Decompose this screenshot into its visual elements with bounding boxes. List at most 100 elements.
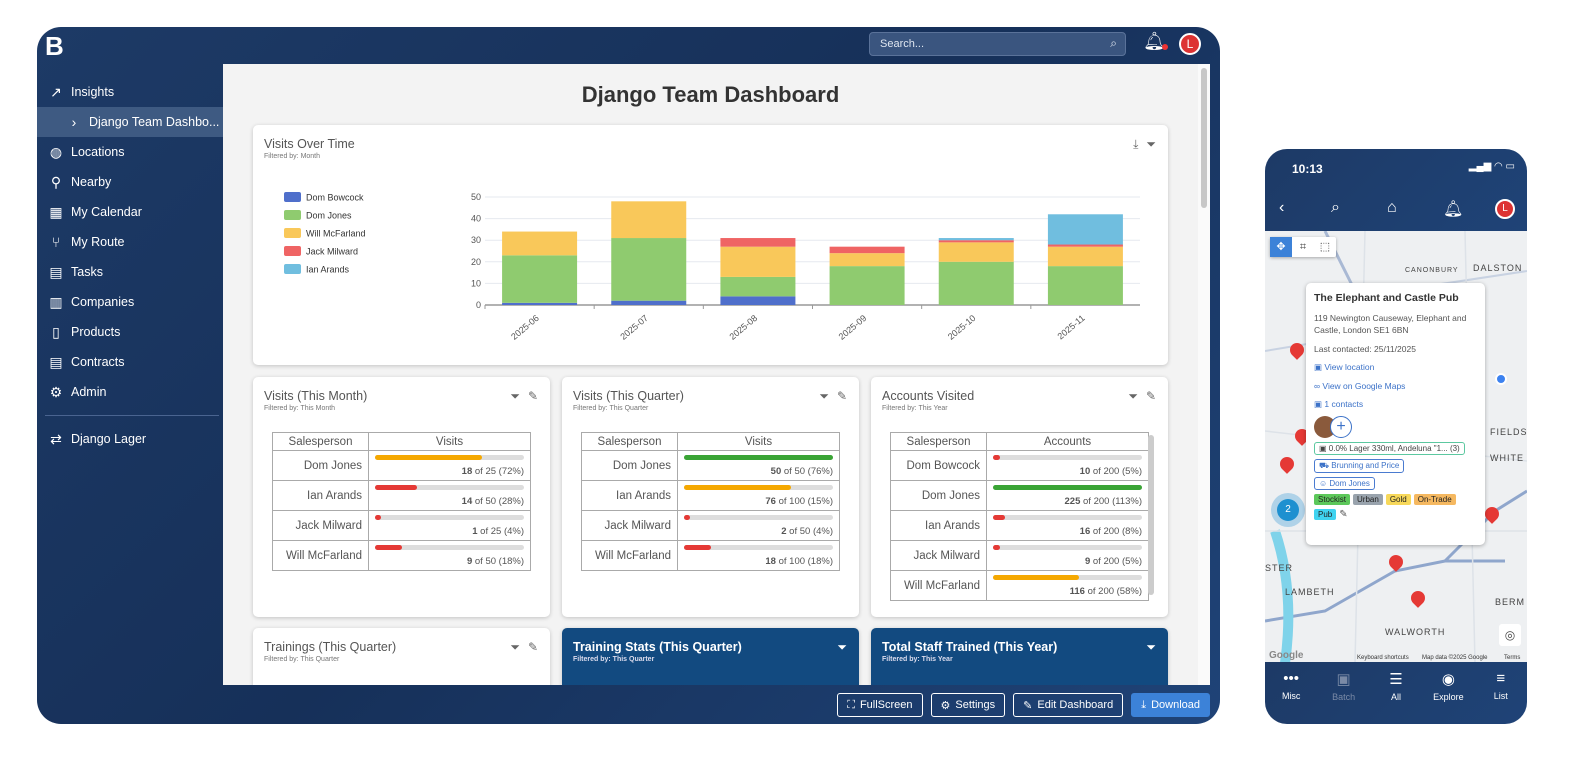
legend-label: Will McFarland: [306, 229, 366, 239]
owner-chip[interactable]: ☺ Dom Jones: [1314, 477, 1375, 490]
sidebar-item-my-route[interactable]: ⑂ My Route: [37, 227, 223, 257]
keyboard-shortcuts-link[interactable]: Keyboard shortcuts: [1357, 655, 1409, 661]
edit-dashboard-button[interactable]: ✎ Edit Dashboard: [1013, 693, 1124, 717]
terms-link[interactable]: Terms: [1504, 655, 1521, 661]
tab-all[interactable]: ☰ All: [1371, 670, 1421, 724]
tab-explore[interactable]: ◉ Explore: [1423, 670, 1473, 724]
sidebar-item-admin[interactable]: ⚙ Admin: [37, 377, 223, 407]
filter-icon[interactable]: ⏷: [510, 389, 520, 403]
download-button[interactable]: ⤓ Download: [1131, 693, 1210, 717]
x-tick-label: 2025-10: [946, 313, 978, 342]
sidebar-item-companies[interactable]: ▥ Companies: [37, 287, 223, 317]
user-avatar[interactable]: L: [1179, 33, 1201, 55]
filter-icon[interactable]: ⏷: [837, 640, 847, 654]
tag-badge[interactable]: Pub: [1314, 509, 1337, 520]
home-icon[interactable]: ⌂: [1387, 199, 1397, 216]
settings-button[interactable]: ⚙ Settings: [930, 693, 1006, 717]
salesperson-name: Jack Milward: [890, 540, 987, 571]
salesperson-name: Jack Milward: [581, 510, 678, 541]
my-location-icon[interactable]: ◎: [1499, 624, 1521, 646]
move-icon[interactable]: ✥: [1270, 237, 1292, 257]
status-icons: ▂▄▆ ◠ ▭: [1468, 161, 1515, 172]
pencil-icon[interactable]: ✎: [527, 389, 538, 403]
search-input[interactable]: Search... ⌕: [869, 32, 1126, 56]
filter-icon[interactable]: ⏷: [819, 389, 829, 403]
sidebar-item-locations[interactable]: ◍ Locations: [37, 137, 223, 167]
table-row: Jack Milward 9 of 200 (5%): [890, 540, 1149, 571]
progress-value: 225 of 200 (113%): [1064, 496, 1142, 507]
sidebar-divider: [45, 415, 219, 416]
map-cluster[interactable]: 2: [1277, 499, 1299, 521]
filter-icon[interactable]: ⏷: [1146, 640, 1156, 654]
map[interactable]: ✥ ⌗ ⬚ CANONBURY DALSTON LAMBETH WALWORTH S…: [1265, 231, 1527, 663]
view-google-maps-link[interactable]: ∞ View on Google Maps: [1314, 381, 1406, 391]
progress-value: 14 of 50 (28%): [461, 496, 524, 507]
company-chip[interactable]: ⛟ Brunning and Price: [1314, 459, 1405, 473]
crop-icon[interactable]: ⌗: [1299, 241, 1307, 253]
edit-tags-pencil-icon[interactable]: ✎: [1339, 509, 1348, 520]
x-tick-label: 2025-07: [618, 313, 650, 342]
fullscreen-button[interactable]: ⛶ FullScreen: [837, 693, 923, 717]
dashboard-card: Accounts Visited Filtered by: This Year …: [871, 377, 1168, 617]
card-scrollbar[interactable]: [1148, 435, 1154, 595]
map-label: WHITE: [1490, 453, 1524, 463]
popup-last-contacted: Last contacted: 25/11/2025: [1314, 344, 1416, 354]
tab-batch[interactable]: ▣ Batch: [1319, 670, 1369, 724]
tab-misc[interactable]: ••• Misc: [1266, 670, 1316, 724]
progress-value: 9 of 50 (18%): [466, 556, 524, 567]
progress-fill: [375, 545, 402, 550]
sidebar-item-my-calendar[interactable]: ▦ My Calendar: [37, 197, 223, 227]
search-icon: ⌕: [1110, 36, 1117, 50]
sidebar-item-django-team-dashboard[interactable]: › Django Team Dashbo...: [37, 107, 223, 137]
map-pin-icon: ⚲: [50, 173, 62, 190]
tag-badge[interactable]: Gold: [1385, 494, 1411, 505]
map-label: CANONBURY: [1405, 267, 1459, 274]
user-avatar[interactable]: L: [1495, 199, 1515, 219]
table-row: Jack Milward 2 of 50 (4%): [581, 510, 840, 541]
pencil-icon[interactable]: ✎: [527, 640, 538, 654]
filter-icon[interactable]: ⏷: [1128, 389, 1138, 403]
map-label: LAMBETH: [1285, 587, 1335, 597]
table-row: Will McFarland 9 of 50 (18%): [272, 540, 531, 571]
progress-fill: [993, 545, 1001, 550]
column-header: Accounts: [986, 432, 1149, 451]
add-contact-icon[interactable]: +: [1330, 416, 1352, 438]
tab-list[interactable]: ≡ List: [1476, 670, 1526, 724]
team-switcher[interactable]: ⇄ Django Lager: [37, 424, 223, 454]
dashboard-card: Visits (This Quarter) Filtered by: This …: [562, 377, 859, 617]
app-logo[interactable]: B: [45, 31, 64, 61]
legend-label: Dom Jones: [306, 211, 352, 221]
progress-bar: [375, 485, 524, 490]
tag-badge[interactable]: On-Trade: [1413, 494, 1456, 505]
card-filter: Filtered by: This Quarter: [573, 405, 649, 412]
scrollbar-thumb[interactable]: [1201, 68, 1207, 208]
view-location-link[interactable]: ▣ View location: [1314, 362, 1375, 372]
y-tick-label: 40: [471, 214, 481, 224]
pencil-icon[interactable]: ✎: [1145, 389, 1156, 403]
progress-bar: [684, 455, 833, 460]
filter-icon[interactable]: ⏷: [510, 640, 520, 654]
progress-fill: [375, 455, 483, 460]
sidebar-item-products[interactable]: ▯ Products: [37, 317, 223, 347]
notifications-bell-icon[interactable]: 🔔︎: [1443, 201, 1464, 218]
download-icon[interactable]: ⤓: [1133, 137, 1139, 151]
scrollbar[interactable]: [1198, 64, 1210, 685]
filter-icon[interactable]: ⏷: [1146, 137, 1156, 151]
sidebar-item-nearby[interactable]: ⚲ Nearby: [37, 167, 223, 197]
dashboard-content: Django Team Dashboard Visits Over Time F…: [223, 64, 1210, 685]
notifications-bell-icon[interactable]: 🔔︎: [1143, 31, 1168, 51]
sidebar-item-contracts[interactable]: ▤ Contracts: [37, 347, 223, 377]
sidebar-item-insights[interactable]: ↗ Insights: [37, 77, 223, 107]
contacts-link[interactable]: ▣ 1 contacts: [1314, 399, 1364, 409]
back-icon[interactable]: ‹: [1279, 199, 1285, 216]
pencil-icon[interactable]: ✎: [836, 389, 847, 403]
map-label: DALSTON: [1473, 263, 1523, 273]
tag-badge[interactable]: Urban: [1353, 494, 1383, 505]
select-area-icon[interactable]: ⬚: [1319, 241, 1331, 253]
product-chip[interactable]: ▣ 0.0% Lager 330ml, Andeluna "1... (3): [1314, 442, 1465, 455]
tag-badge[interactable]: Stockist: [1314, 494, 1351, 505]
contract-icon: ▤: [49, 353, 63, 370]
search-icon[interactable]: ⌕: [1331, 199, 1340, 216]
salesperson-table: Salesperson Accounts Dom Bowcock 10 of 200 …: [890, 432, 1149, 601]
sidebar-item-tasks[interactable]: ▤ Tasks: [37, 257, 223, 287]
